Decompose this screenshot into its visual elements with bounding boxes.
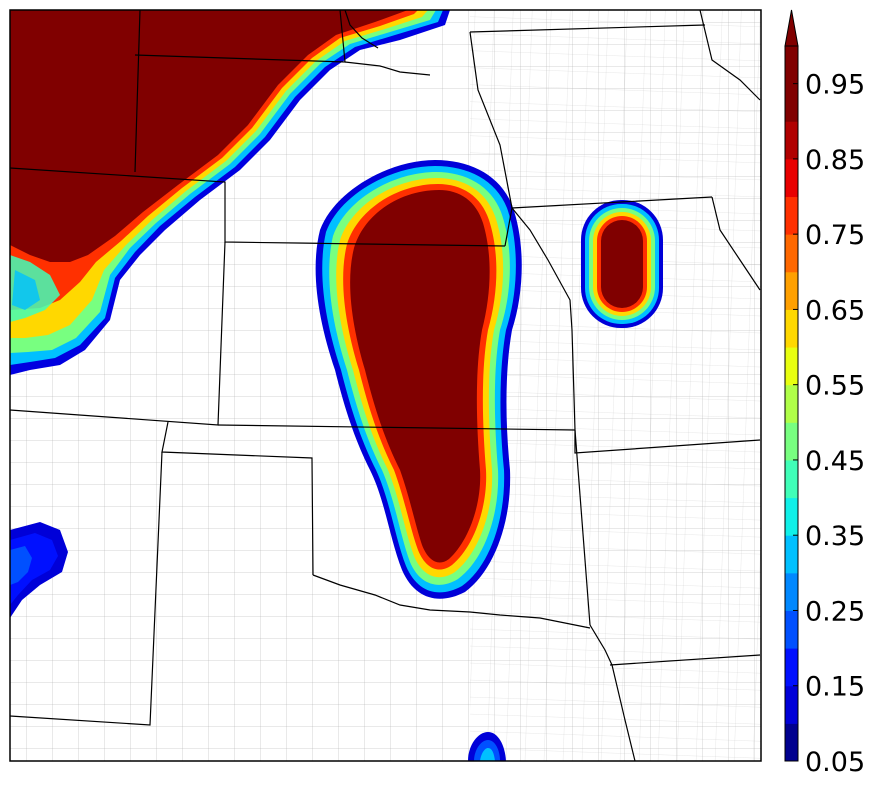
colorbar-tick-label: 0.55	[805, 371, 865, 402]
colorbar-segment	[785, 723, 798, 762]
colorbar-tick-label: 0.85	[805, 145, 865, 176]
colorbar-segment	[785, 610, 798, 649]
colorbar-segment	[785, 422, 798, 461]
map-border	[9, 9, 762, 762]
state-borders	[10, 10, 761, 761]
colorbar-ticks: 0.05 0.15 0.25 0.35 0.45 0.55 0.65 0.75 0.85 0.95	[793, 70, 865, 778]
colorbar-segment	[785, 83, 798, 122]
county-lines-east	[470, 10, 761, 761]
colorbar-tick-label: 0.15	[805, 672, 865, 703]
colorbar-segment	[785, 535, 798, 574]
colorbar-tick-label: 0.75	[805, 220, 865, 251]
colorbar-tick-label: 0.25	[805, 596, 865, 627]
colorbar-extend-arrow	[784, 9, 799, 47]
colorbar-segment	[785, 309, 798, 348]
colorbar-segment	[785, 347, 798, 386]
probability-region-northwest	[10, 10, 450, 375]
colorbar-segment	[785, 685, 798, 724]
colorbar-tick-label: 0.05	[805, 747, 865, 778]
colorbar-segment	[785, 234, 798, 273]
colorbar-segment	[785, 121, 798, 160]
colorbar-segment	[785, 196, 798, 235]
colorbar-segment	[785, 572, 798, 611]
colorbar-tick-label: 0.95	[805, 70, 865, 101]
colorbar-blocks	[785, 46, 798, 762]
colorbar-tick-label: 0.65	[805, 295, 865, 326]
probability-region-southwest	[10, 522, 68, 618]
colorbar-segment	[785, 271, 798, 310]
colorbar-segment	[785, 158, 798, 198]
colorbar-outline	[784, 45, 799, 762]
colorbar-segment	[785, 648, 798, 687]
colorbar-segment	[785, 46, 798, 85]
probability-region-central	[315, 160, 522, 599]
colorbar-segment	[785, 384, 798, 423]
probability-region-east	[581, 200, 663, 328]
colorbar-tick-label: 0.45	[805, 446, 865, 477]
colorbar-segment	[785, 459, 798, 499]
colorbar-segment	[785, 497, 798, 536]
probability-region-south	[468, 732, 506, 761]
colorbar-tick-label: 0.35	[805, 521, 865, 552]
